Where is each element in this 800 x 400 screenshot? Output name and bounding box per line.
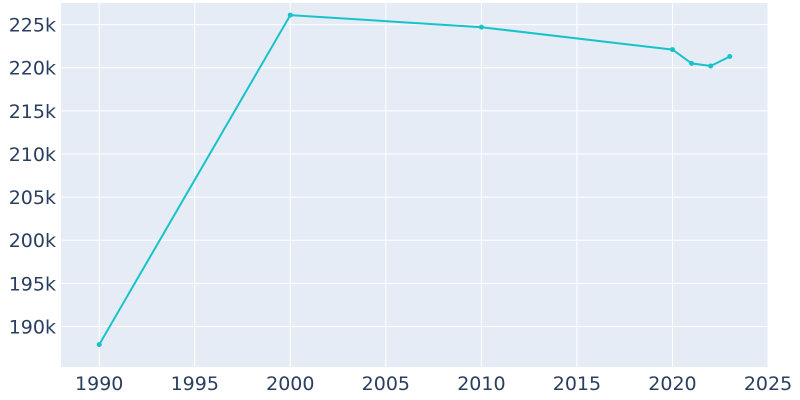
grid-lines bbox=[61, 3, 769, 367]
y-tick-label: 195k bbox=[9, 273, 56, 295]
x-tick-label: 1995 bbox=[171, 373, 219, 395]
data-point bbox=[689, 60, 695, 66]
x-tick-label: 1990 bbox=[75, 373, 123, 395]
x-tick-label: 2015 bbox=[553, 373, 601, 395]
x-tick-label: 2025 bbox=[744, 373, 792, 395]
data-point bbox=[478, 24, 484, 30]
data-points bbox=[96, 12, 733, 348]
plot-background bbox=[61, 3, 768, 367]
y-tick-label: 205k bbox=[9, 187, 56, 209]
data-point bbox=[96, 342, 102, 348]
x-tick-label: 2020 bbox=[648, 373, 696, 395]
data-point bbox=[669, 47, 675, 53]
x-axis-tick-labels: 1990 1995 2000 2005 2010 2015 2020 2025 bbox=[75, 373, 792, 395]
y-tick-label: 215k bbox=[9, 101, 56, 123]
y-tick-label: 190k bbox=[9, 316, 56, 338]
x-tick-label: 2010 bbox=[457, 373, 505, 395]
data-point bbox=[727, 53, 733, 59]
x-tick-label: 2005 bbox=[362, 373, 410, 395]
y-tick-label: 220k bbox=[9, 58, 56, 80]
y-tick-label: 210k bbox=[9, 144, 56, 166]
y-tick-label: 225k bbox=[9, 15, 56, 37]
data-point bbox=[287, 12, 293, 18]
data-point bbox=[708, 63, 714, 69]
x-tick-label: 2000 bbox=[266, 373, 314, 395]
y-tick-label: 200k bbox=[9, 230, 56, 252]
y-axis-tick-labels: 190k 195k 200k 205k 210k 215k 220k 225k bbox=[9, 15, 56, 339]
